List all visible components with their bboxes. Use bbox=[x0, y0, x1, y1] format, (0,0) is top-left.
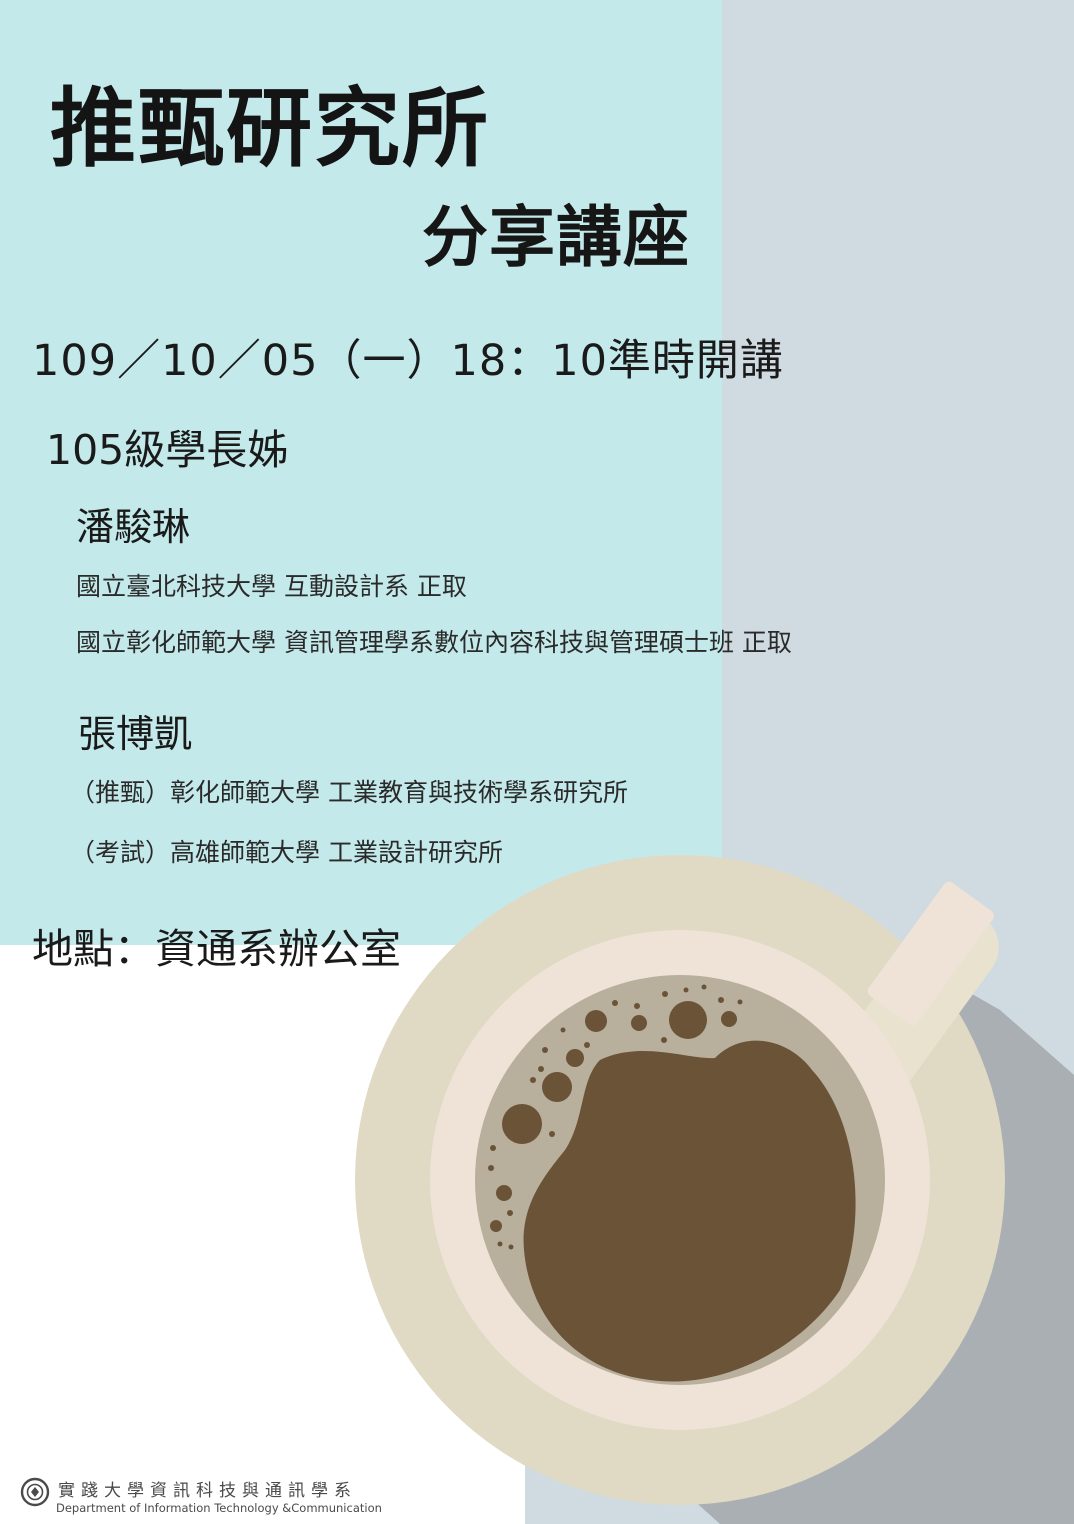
speaker-detail: （推甄）彰化師範大學 工業教育與技術學系研究所 bbox=[70, 778, 628, 807]
department-name-zh: 實踐大學資訊科技與通訊學系 bbox=[58, 1481, 357, 1501]
coffee-surface bbox=[523, 1040, 856, 1382]
poster-subtitle: 分享講座 bbox=[422, 199, 690, 276]
speaker-name: 張博凱 bbox=[78, 712, 193, 756]
department-name-en: Department of Information Technology &Co… bbox=[56, 1501, 382, 1515]
speaker-detail: 國立臺北科技大學 互動設計系 正取 bbox=[76, 572, 467, 601]
poster-title: 推甄研究所 bbox=[50, 79, 490, 179]
speaker-detail: 國立彰化師範大學 資訊管理學系數位內容科技與管理碩士班 正取 bbox=[76, 628, 792, 657]
speaker-detail: （考試）高雄師範大學 工業設計研究所 bbox=[70, 838, 503, 867]
speaker-name: 潘駿琳 bbox=[76, 505, 191, 549]
cyan-background-panel bbox=[0, 0, 722, 945]
event-datetime: 109／10／05（一）18：10準時開講 bbox=[32, 336, 784, 386]
event-venue: 地點：資通系辦公室 bbox=[32, 925, 401, 973]
coffee-bubbles bbox=[488, 984, 743, 1250]
university-seal-icon bbox=[20, 1477, 50, 1507]
speaker-grade: 105級學長姊 bbox=[46, 426, 289, 474]
